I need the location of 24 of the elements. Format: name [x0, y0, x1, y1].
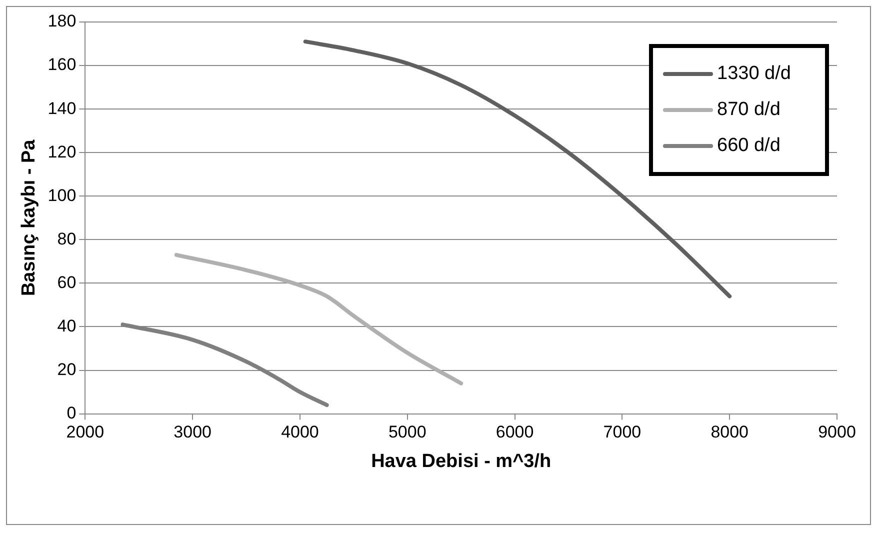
legend-label: 1330 d/d: [717, 63, 791, 85]
x-tick-label: 9000: [818, 422, 856, 442]
legend-label: 870 d/d: [717, 99, 780, 121]
line-series: [174, 252, 464, 386]
x-tick-label: 4000: [281, 422, 319, 442]
y-tick-label: 140: [48, 98, 76, 118]
y-tick-label: 60: [57, 272, 76, 292]
y-axis-title: Basınç kaybı - Pa: [18, 139, 40, 296]
y-tick-label: 180: [48, 12, 76, 31]
y-tick-label: 80: [57, 229, 76, 248]
x-tick-label: 7000: [603, 422, 642, 442]
y-tick-label: 0: [66, 403, 76, 422]
x-tick-label: 2000: [66, 422, 104, 442]
x-tick-label: 8000: [710, 422, 749, 442]
x-tick-label: 5000: [388, 422, 426, 442]
y-tick-label: 40: [57, 316, 76, 336]
x-tick-label: 6000: [496, 422, 534, 442]
legend-label: 660 d/d: [717, 135, 780, 157]
y-tick-label: 120: [48, 142, 76, 162]
y-tick-label: 100: [48, 186, 76, 205]
x-tick-label: 3000: [174, 422, 212, 442]
y-tick-label: 160: [48, 55, 76, 74]
x-axis-title: Hava Debisi - m^3/h: [371, 450, 552, 472]
y-tick-label: 20: [57, 360, 76, 379]
